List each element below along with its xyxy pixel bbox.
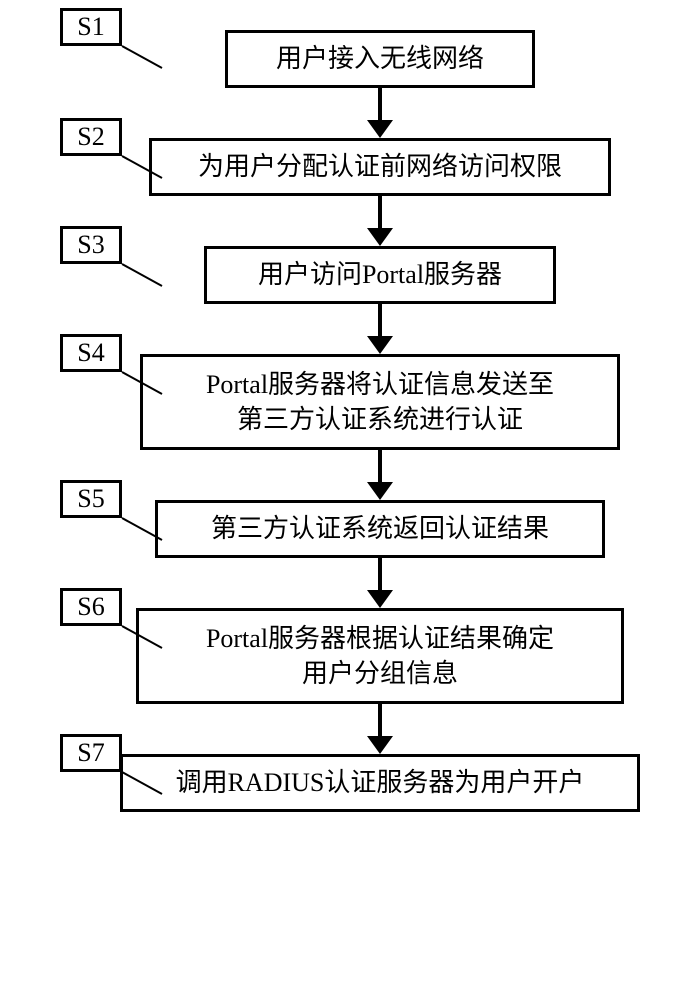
step-text: 用户接入无线网络 bbox=[276, 41, 484, 76]
step-label-text: S2 bbox=[77, 122, 104, 152]
step-text: 第三方认证系统返回认证结果 bbox=[211, 511, 549, 546]
step-label-s5: S5 bbox=[60, 480, 122, 518]
step-box-s4: Portal服务器将认证信息发送至 第三方认证系统进行认证 bbox=[140, 354, 620, 450]
step-text: Portal服务器将认证信息发送至 第三方认证系统进行认证 bbox=[206, 367, 554, 437]
step-label-s2: S2 bbox=[60, 118, 122, 156]
step-label-s3: S3 bbox=[60, 226, 122, 264]
flowchart-canvas: 用户接入无线网络 S1 为用户分配认证前网络访问权限 S2 用户访问Portal服务器 S… bbox=[0, 0, 681, 1000]
step-label-text: S5 bbox=[77, 484, 104, 514]
step-box-s7: 调用RADIUS认证服务器为用户开户 bbox=[120, 754, 640, 812]
step-label-s1: S1 bbox=[60, 8, 122, 46]
step-box-s3: 用户访问Portal服务器 bbox=[204, 246, 556, 304]
step-label-s6: S6 bbox=[60, 588, 122, 626]
step-label-text: S6 bbox=[77, 592, 104, 622]
step-label-text: S1 bbox=[77, 12, 104, 42]
step-box-s1: 用户接入无线网络 bbox=[225, 30, 535, 88]
step-text: 为用户分配认证前网络访问权限 bbox=[198, 149, 562, 184]
step-box-s5: 第三方认证系统返回认证结果 bbox=[155, 500, 605, 558]
step-label-s4: S4 bbox=[60, 334, 122, 372]
step-label-text: S4 bbox=[77, 338, 104, 368]
step-text: 用户访问Portal服务器 bbox=[258, 257, 502, 292]
step-box-s2: 为用户分配认证前网络访问权限 bbox=[149, 138, 611, 196]
step-box-s6: Portal服务器根据认证结果确定 用户分组信息 bbox=[136, 608, 624, 704]
step-label-text: S7 bbox=[77, 738, 104, 768]
step-text: Portal服务器根据认证结果确定 用户分组信息 bbox=[206, 621, 554, 691]
step-text: 调用RADIUS认证服务器为用户开户 bbox=[176, 765, 585, 800]
step-label-s7: S7 bbox=[60, 734, 122, 772]
step-label-text: S3 bbox=[77, 230, 104, 260]
